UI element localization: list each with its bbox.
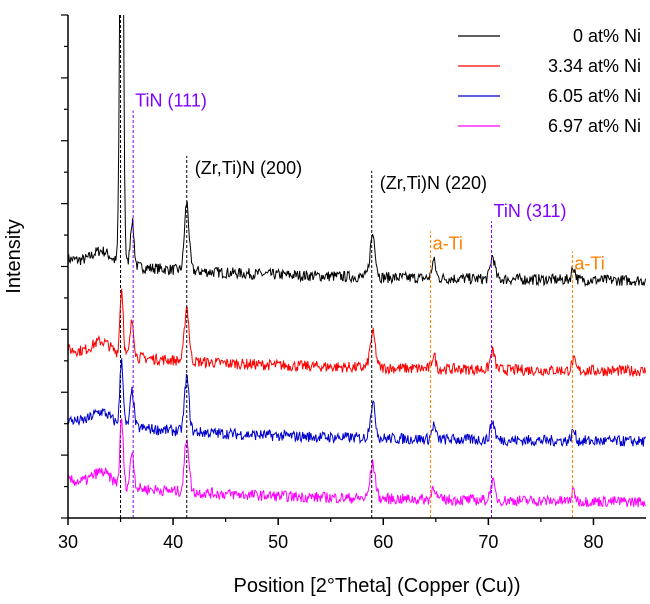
x-tick-label: 40 — [163, 532, 183, 552]
series-line — [68, 288, 646, 377]
axes: 30 40 50 60 70 80 — [58, 14, 646, 552]
x-tick-label: 30 — [58, 532, 78, 552]
annotation-label: a-Ti — [574, 253, 604, 273]
legend-label: 6.97 at% Ni — [548, 116, 641, 136]
x-tick-label: 70 — [478, 532, 498, 552]
annotation-label: (Zr,Ti)N (220) — [380, 173, 487, 193]
series-line — [68, 15, 646, 288]
legend: 0 at% Ni 3.34 at% Ni 6.05 at% Ni 6.97 at% N… — [458, 26, 641, 136]
series-line — [68, 358, 646, 447]
series-group — [68, 15, 646, 508]
series-line — [68, 418, 646, 508]
legend-label: 3.34 at% Ni — [548, 56, 641, 76]
annotation-label: a-Ti — [433, 233, 463, 253]
annotation-label: (Zr,Ti)N (200) — [195, 158, 302, 178]
x-axis-title: Position [2°Theta] (Copper (Cu)) — [233, 575, 520, 597]
annotations: TiN (111) (Zr,Ti)N (200) (Zr,Ti)N (220) a-T… — [132, 91, 605, 518]
legend-label: 6.05 at% Ni — [548, 86, 641, 106]
annotation-label: TiN (111) — [135, 91, 207, 111]
annotation-label: TiN (311) — [494, 201, 567, 221]
x-tick-label: 50 — [268, 532, 288, 552]
y-axis-title: Intensity — [3, 219, 25, 293]
x-tick-label: 60 — [373, 532, 393, 552]
legend-label: 0 at% Ni — [573, 26, 641, 46]
x-tick-label: 80 — [583, 532, 603, 552]
